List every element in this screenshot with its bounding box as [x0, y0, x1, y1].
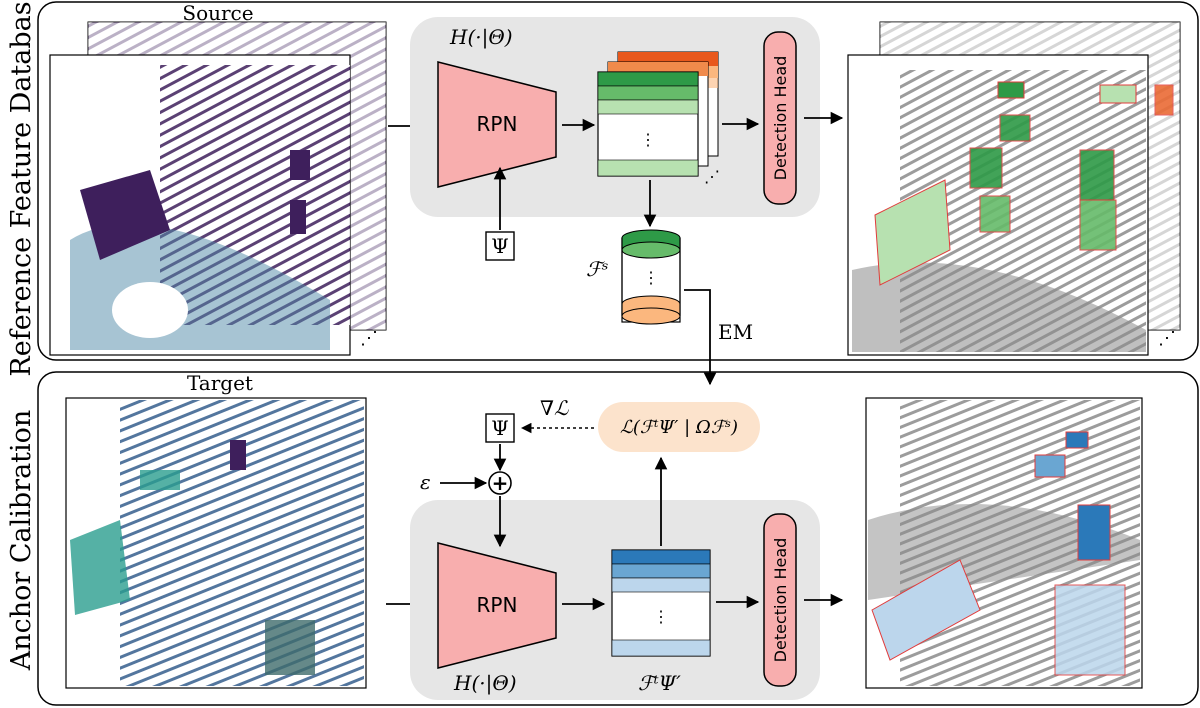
row-label-bottom: Anchor Calibration — [6, 410, 37, 672]
rpn-bottom-label: RPN — [477, 593, 518, 617]
loss-label: ℒ(ℱᵗΨ′ | Ωℱˢ) — [620, 417, 738, 438]
feature-database-cylinder: ⋮ — [621, 229, 681, 325]
detection-head-top-label: Detection Head — [771, 56, 790, 181]
fs-label: ℱˢ — [586, 257, 608, 281]
h-theta-bottom: H(·|Θ) — [453, 671, 517, 696]
vdots-top: ⋮ — [640, 130, 656, 149]
target-detection-output — [865, 397, 1143, 689]
ft-label: ℱᵗΨ′ — [638, 671, 681, 695]
ellipsis-output-top: ⋰ — [1158, 328, 1176, 349]
detection-head-top — [763, 31, 797, 205]
detection-head-bottom — [763, 513, 797, 687]
arrow-em — [684, 289, 717, 386]
source-detection-output: ⋰ — [847, 21, 1181, 356]
caption-source: Source — [182, 1, 253, 25]
psi-box-bottom — [485, 413, 515, 443]
vdots-bottom: ⋮ — [653, 607, 669, 626]
rpn-top-label: RPN — [477, 112, 518, 136]
ellipsis-features-top: ⋰ — [704, 167, 720, 186]
plus-node — [488, 471, 512, 495]
rpn-bottom — [437, 542, 557, 669]
bottom-row-frame — [37, 371, 1199, 706]
caption-target: Target — [187, 371, 253, 395]
feature-stack-top: ⋮ ⋰ — [597, 51, 720, 186]
em-label: EM — [718, 320, 753, 344]
plus-symbol: + — [492, 471, 509, 495]
source-point-cloud: ⋰ — [49, 21, 387, 356]
vdots-database: ⋮ — [643, 268, 659, 287]
target-point-cloud — [65, 397, 367, 689]
psi-box-top — [485, 231, 515, 261]
grad-label: ∇ℒ — [540, 396, 569, 420]
top-row-frame — [37, 1, 1199, 361]
rpn-top — [437, 61, 557, 188]
psi-bottom-label: Ψ — [491, 416, 509, 440]
epsilon-label: ε — [420, 470, 431, 494]
h-theta-top: H(·|Θ) — [449, 25, 513, 50]
detection-head-bottom-label: Detection Head — [771, 538, 790, 663]
row-label-top: Reference Feature Database — [6, 0, 37, 377]
loss-bubble — [598, 402, 760, 452]
feature-stack-bottom: ⋮ — [611, 549, 711, 657]
psi-top-label: Ψ — [491, 234, 509, 258]
ellipsis-source: ⋰ — [360, 328, 378, 349]
